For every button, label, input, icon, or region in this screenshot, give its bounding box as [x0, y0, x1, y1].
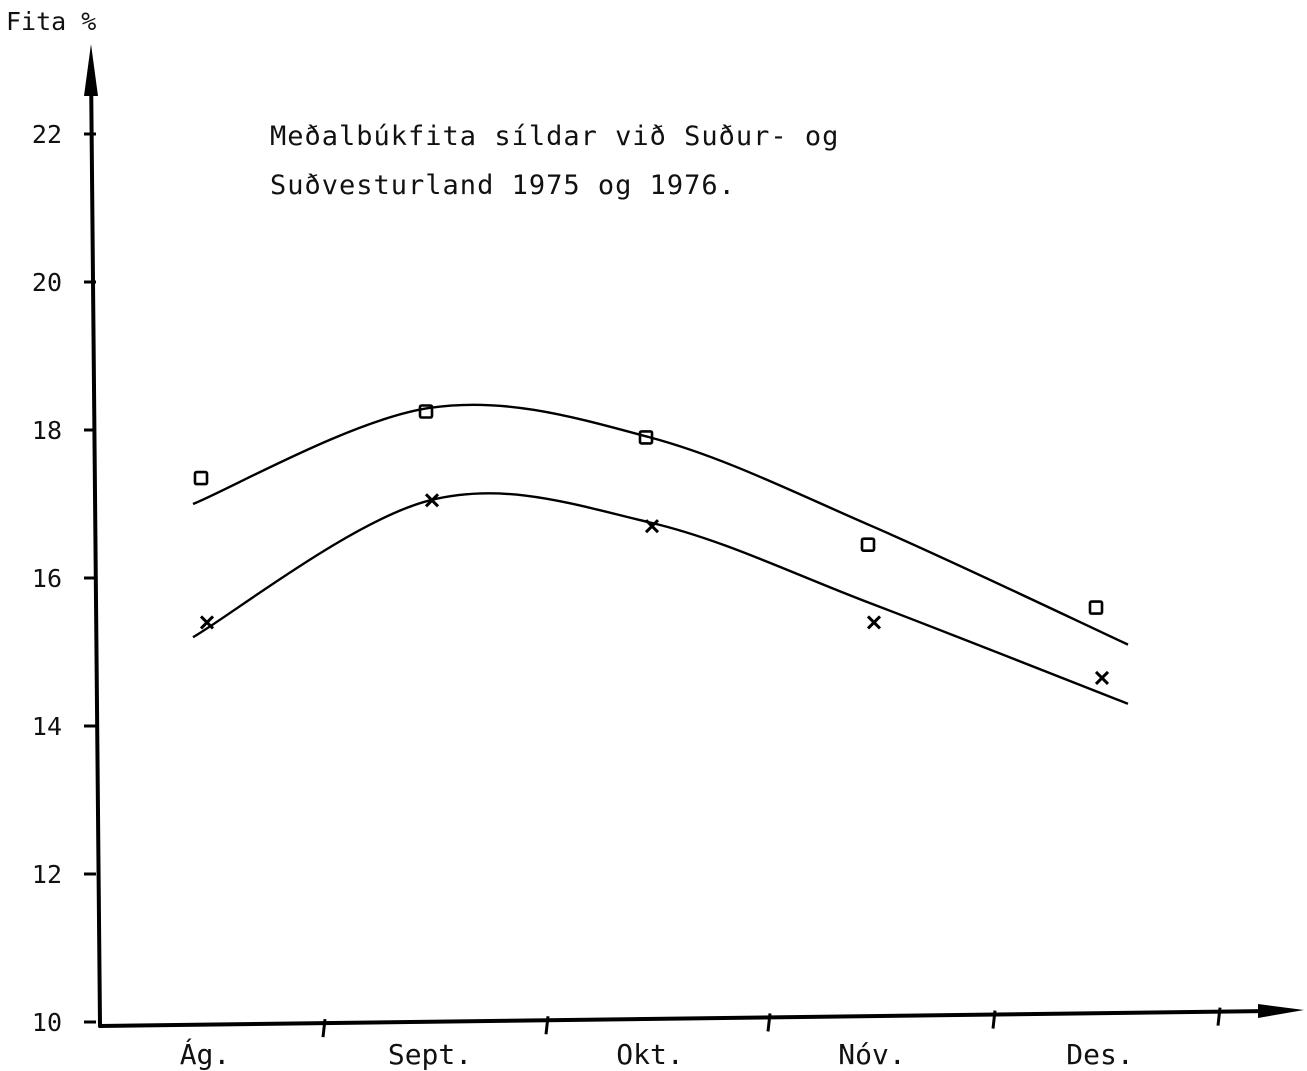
point-cross-3 — [644, 519, 660, 534]
point-cross-1 — [199, 615, 215, 630]
y-tick-label-22: 22 — [32, 120, 62, 149]
data-points — [193, 404, 1110, 685]
x-tick-3 — [766, 1013, 772, 1032]
chart-title: Meðalbúkfita síldar við Suður- og Suðves… — [270, 121, 839, 201]
x-tick-5 — [1216, 1007, 1222, 1026]
y-tick-label-12: 12 — [32, 860, 62, 889]
fitted-curve-1 — [192, 403, 1129, 646]
x-tick-label-1: Ág. — [180, 1037, 231, 1071]
y-tick-label-18: 18 — [32, 416, 62, 445]
y-axis-label: Fita % — [6, 7, 96, 36]
x-tick-1 — [321, 1018, 327, 1038]
y-tick-label-10: 10 — [32, 1008, 62, 1037]
y-tick-label-20: 20 — [32, 268, 62, 297]
x-tick-4 — [991, 1010, 997, 1029]
y-axis-arrowhead — [84, 44, 98, 96]
title-line-1: Meðalbúkfita síldar við Suður- og — [270, 121, 839, 152]
title-line-2: Suðvesturland 1975 og 1976. — [270, 170, 736, 201]
point-square-5 — [1088, 600, 1104, 615]
point-square-2 — [418, 404, 434, 419]
point-cross-4 — [866, 615, 882, 630]
y-ticks: 10 12 14 16 18 20 22 — [32, 120, 96, 1037]
y-tick-label-14: 14 — [32, 712, 62, 741]
axes — [84, 44, 1304, 1028]
point-square-4 — [860, 537, 876, 553]
point-cross-2 — [424, 493, 440, 508]
x-tick-label-5: Des. — [1066, 1038, 1133, 1071]
fitted-curve-2 — [192, 492, 1129, 705]
x-tick-label-2: Sept. — [388, 1038, 472, 1071]
x-axis-arrowhead — [1258, 1004, 1304, 1018]
point-square-1 — [193, 470, 209, 486]
x-tick-label-3: Okt. — [616, 1038, 683, 1071]
x-tick-label-4: Nóv. — [838, 1038, 905, 1071]
fitted-curves — [192, 403, 1129, 705]
x-tick-2 — [544, 1016, 550, 1035]
y-axis-line — [89, 66, 102, 1028]
point-square-3 — [638, 430, 654, 445]
point-cross-5 — [1094, 670, 1110, 685]
x-ticks: Ág. Sept. Okt. Nóv. Des. — [180, 1007, 1222, 1071]
x-axis-line — [98, 1009, 1272, 1028]
y-tick-label-16: 16 — [32, 564, 62, 593]
